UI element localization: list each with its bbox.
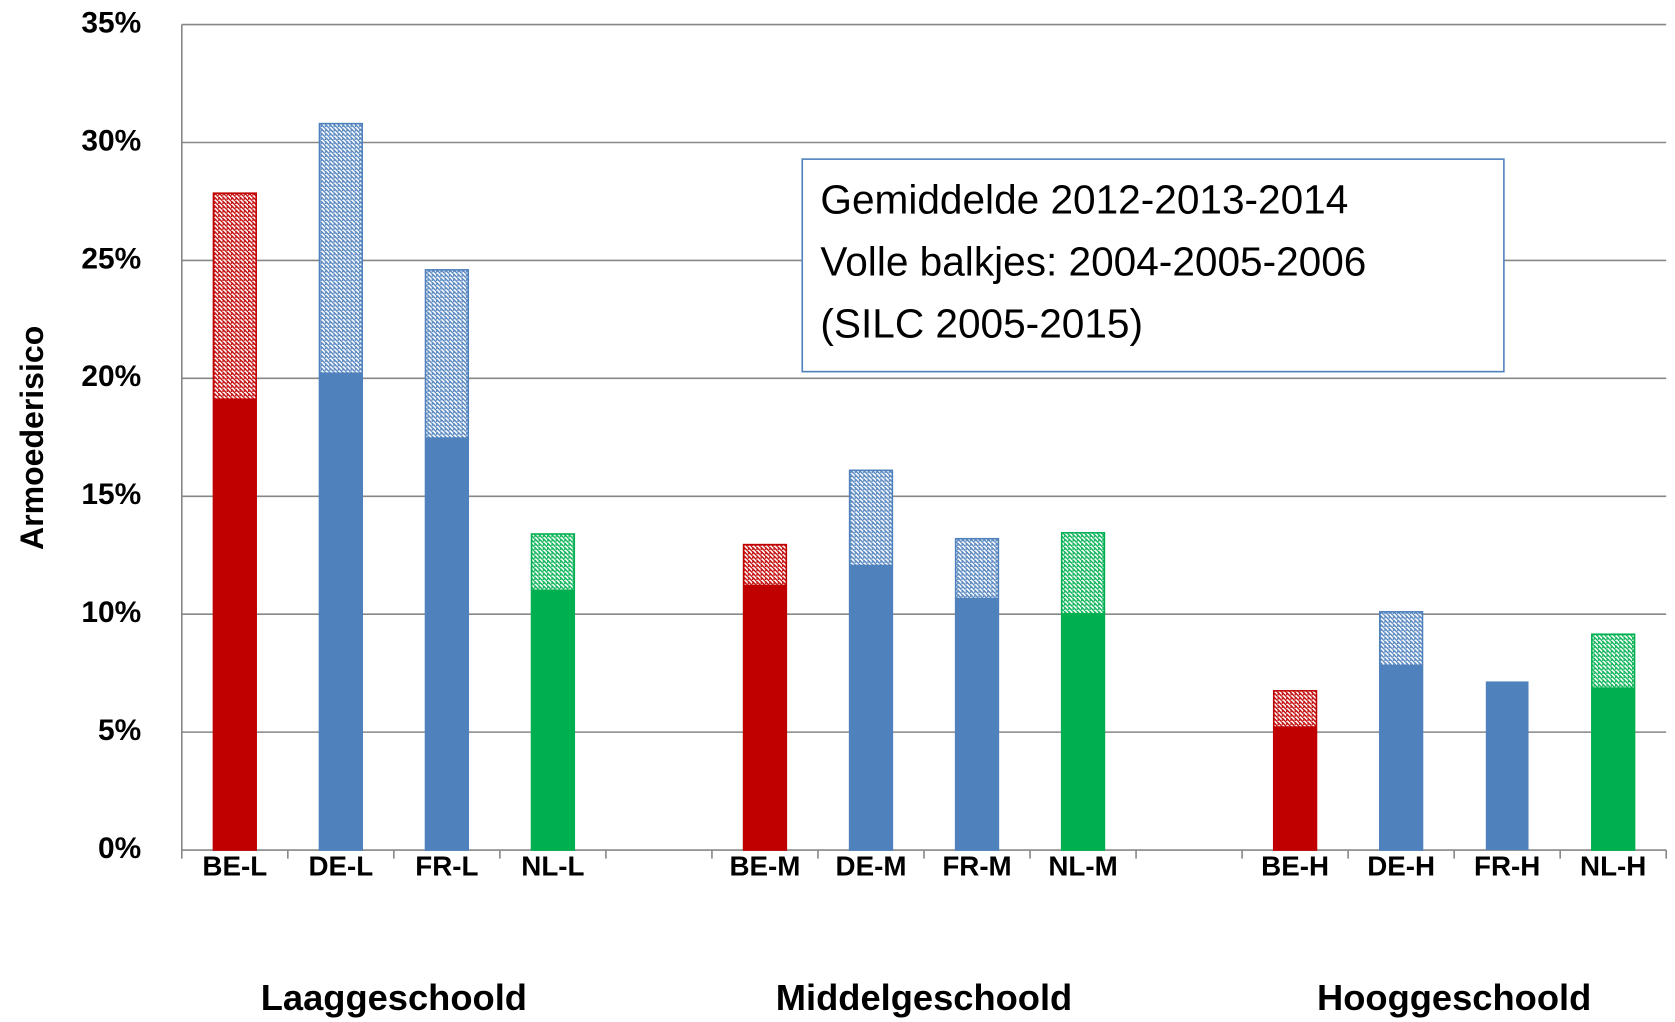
y-tick-label: 0% [98,832,141,865]
y-tick-label: 15% [81,478,141,511]
x-tick-label: FR-L [415,851,478,882]
bar [743,584,787,851]
x-tick-label: DE-H [1367,851,1435,882]
y-tick-label: 25% [81,242,141,275]
x-tick-label: BE-M [730,851,801,882]
annotation: (SILC 2005-2015) [820,301,1143,347]
bar [1379,664,1423,851]
x-tick-label: DE-L [308,851,373,882]
x-tick-label: FR-H [1474,851,1540,882]
x-tick-label: DE-M [836,851,907,882]
y-axis-label: Armoederisico [14,326,50,550]
bar [531,589,575,851]
group-label: Middelgeschoold [776,977,1072,1018]
x-tick-label: FR-M [942,851,1011,882]
y-tick-label: 35% [81,6,141,39]
bar [425,437,469,851]
annotation: Gemiddelde 2012-2013-2014 [820,177,1348,223]
bar [1273,726,1317,851]
y-tick-label: 30% [81,124,141,157]
bar [319,372,363,851]
bar [1061,613,1105,851]
y-tick-label: 20% [81,360,141,393]
annotation-box [801,158,1505,373]
group-label: Hooggeschoold [1317,977,1591,1018]
x-tick-label: NL-H [1580,851,1646,882]
bar [213,398,257,851]
bar [955,597,999,851]
bar [1485,681,1529,851]
x-tick-label: BE-L [202,851,267,882]
bar [1591,687,1635,851]
annotation: Volle balkjes: 2004-2005-2006 [820,239,1366,285]
bar [849,564,893,851]
y-tick-label: 5% [98,714,141,747]
group-label: Laaggeschoold [261,977,527,1018]
x-tick-label: NL-M [1048,851,1117,882]
x-tick-label: BE-H [1261,851,1329,882]
x-tick-label: NL-L [521,851,584,882]
y-tick-label: 10% [81,596,141,629]
